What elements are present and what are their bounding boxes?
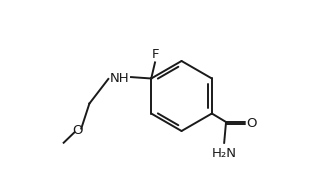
Text: O: O <box>73 124 83 137</box>
Text: H₂N: H₂N <box>212 147 237 160</box>
Text: NH: NH <box>110 72 130 84</box>
Text: O: O <box>246 117 256 130</box>
Text: F: F <box>151 48 159 61</box>
